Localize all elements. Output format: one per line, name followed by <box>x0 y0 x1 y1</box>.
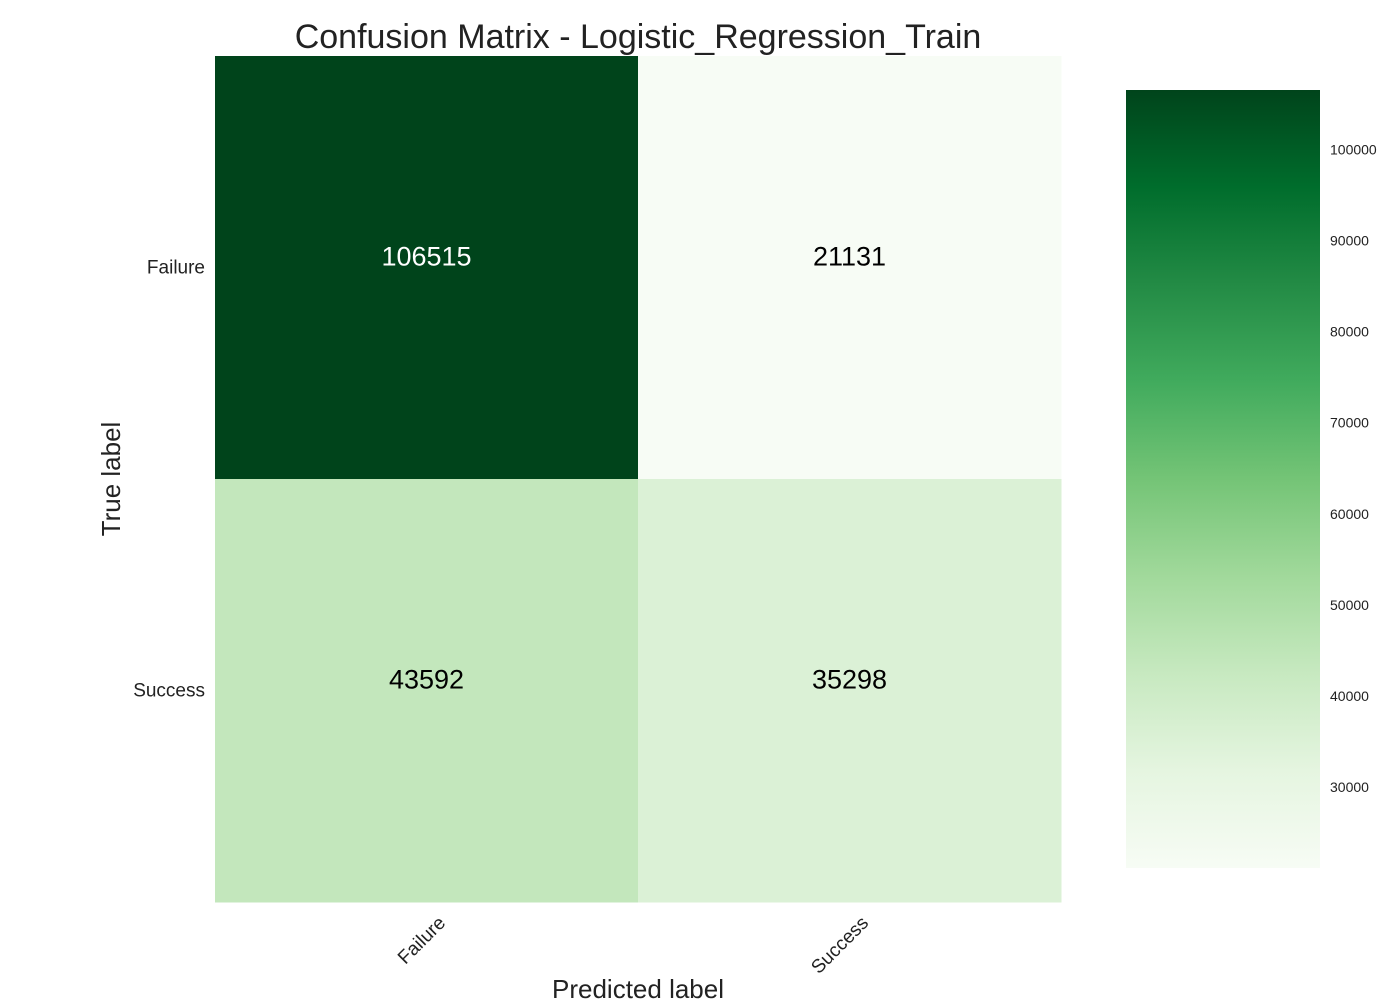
chart-title: Confusion Matrix - Logistic_Regression_T… <box>295 18 982 56</box>
y-axis-ticks: Failure Success <box>133 258 205 702</box>
colorbar-tick-label: 60000 <box>1330 506 1369 522</box>
cell-value-label: 43592 <box>389 665 464 695</box>
colorbar-tick-label: 100000 <box>1330 141 1377 157</box>
x-axis-title: Predicted label <box>552 974 724 1000</box>
colorbar-tick-label: 40000 <box>1330 688 1369 704</box>
y-tick-label: Success <box>133 681 205 702</box>
x-tick-label: Success <box>807 913 873 979</box>
y-axis-title: True label <box>96 422 126 537</box>
heatmap-cell-labels: 106515 21131 43592 35298 <box>381 242 887 695</box>
colorbar-tick-label: 90000 <box>1330 232 1369 248</box>
cell-value-label: 21131 <box>813 242 886 272</box>
cell-value-label: 106515 <box>381 242 471 272</box>
colorbar-tick-label: 50000 <box>1330 597 1369 613</box>
heatmap-cell <box>638 56 1062 480</box>
colorbar <box>1126 90 1320 868</box>
x-axis-ticks: Failure Success <box>394 913 873 979</box>
colorbar-ticks: 30000 40000 50000 60000 70000 80000 90000 10000… <box>1330 141 1377 795</box>
colorbar-tick-label: 80000 <box>1330 324 1369 340</box>
heatmap-cell <box>215 479 639 903</box>
heatmap-cell <box>215 56 639 480</box>
colorbar-tick-label: 30000 <box>1330 779 1369 795</box>
x-tick-label: Failure <box>394 913 450 969</box>
heatmap-cell <box>638 479 1062 903</box>
colorbar-tick-label: 70000 <box>1330 415 1369 431</box>
y-tick-label: Failure <box>147 258 205 279</box>
heatmap-cells <box>215 56 1062 903</box>
cell-value-label: 35298 <box>812 665 887 695</box>
